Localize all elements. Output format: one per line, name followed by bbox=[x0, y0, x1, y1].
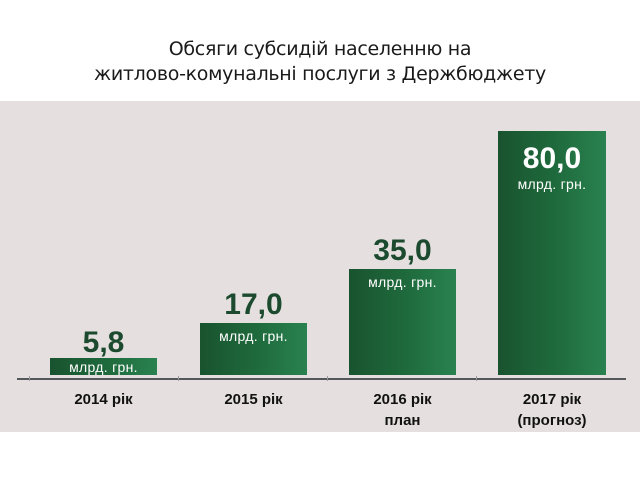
bar-2016: млрд. грн. bbox=[349, 269, 456, 375]
x-label-2015: 2015 рік bbox=[224, 391, 283, 408]
x-axis-tick bbox=[476, 376, 477, 381]
bar-2015: млрд. грн. bbox=[200, 323, 307, 375]
x-axis-tick bbox=[327, 376, 328, 381]
bar-value-2016: 35,0 bbox=[373, 234, 432, 267]
chart-title-line-2: житлово-комунальні послуги з Держбюджету bbox=[94, 63, 546, 85]
bar-unit-2015: млрд. грн. bbox=[219, 328, 288, 344]
bar-value-2014: 5,8 bbox=[82, 326, 125, 359]
bar-value-2017: 80,0 bbox=[522, 142, 582, 175]
x-axis-tick bbox=[29, 376, 30, 381]
chart-title-line-1: Обсяги субсидій населенню на bbox=[168, 38, 472, 60]
x-label-2014: 2014 рік bbox=[74, 391, 133, 408]
x-label-2017: 2017 рік (прогноз) bbox=[517, 391, 587, 429]
x-axis-tick bbox=[178, 376, 179, 381]
bar-unit-2016: млрд. грн. bbox=[368, 274, 437, 290]
bar-value-2015: 17,0 bbox=[224, 288, 283, 321]
bar-2014: млрд. грн. bbox=[50, 358, 157, 375]
bar-2017: 80,0 млрд. грн. bbox=[498, 131, 606, 375]
bar-unit-2017: млрд. грн. bbox=[517, 176, 587, 192]
bar-unit-2014: млрд. грн. bbox=[69, 359, 138, 375]
x-axis-line bbox=[17, 378, 626, 380]
chart-title: Обсяги субсидій населенню на житлово-ком… bbox=[0, 37, 640, 87]
x-label-2016: 2016 рік план bbox=[373, 391, 432, 429]
